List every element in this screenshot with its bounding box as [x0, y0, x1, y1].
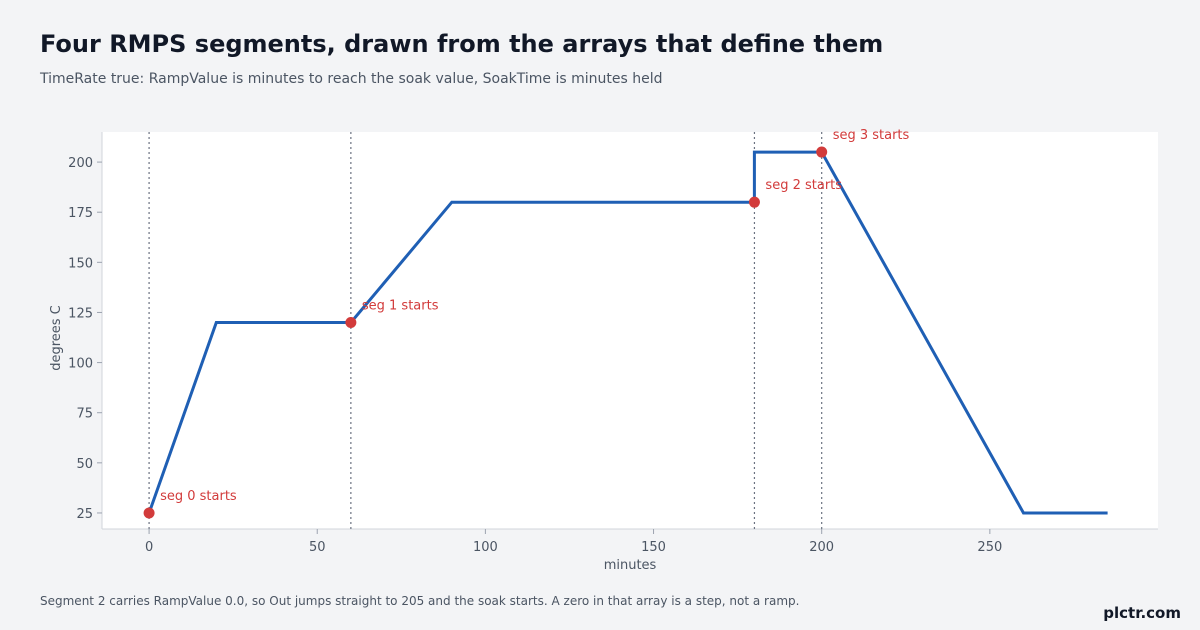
x-tick-label: 50 [309, 540, 326, 555]
x-tick-label: 200 [809, 540, 834, 555]
x-tick-label: 100 [473, 540, 498, 555]
segment-start-marker [345, 316, 357, 328]
segment-start-marker [143, 507, 155, 519]
x-tick-label: 0 [145, 540, 153, 555]
y-tick-label: 50 [76, 457, 93, 472]
y-tick-label: 100 [68, 357, 93, 372]
brand-logo[interactable]: plctr.com [1103, 604, 1181, 622]
y-tick-label: 200 [68, 156, 93, 171]
x-tick-label: 250 [977, 540, 1002, 555]
y-tick-label: 75 [76, 407, 93, 422]
segment-start-label: seg 1 starts [362, 298, 439, 313]
y-tick-label: 125 [68, 306, 93, 321]
x-tick-label: 150 [641, 540, 666, 555]
y-axis-label: degrees C [49, 305, 64, 371]
segment-start-label: seg 0 starts [160, 489, 237, 504]
segment-start-markers: seg 0 starts seg 1 starts seg 2 starts seg … [143, 128, 910, 519]
segment-start-marker [816, 146, 828, 158]
chart-subtitle: TimeRate true: RampValue is minutes to r… [40, 71, 663, 87]
segment-start-label: seg 2 starts [765, 178, 842, 193]
y-tick-label: 175 [68, 206, 93, 221]
y-tick-label: 25 [76, 507, 93, 522]
segment-start-label: seg 3 starts [833, 128, 910, 143]
x-axis-label: minutes [604, 558, 657, 573]
plot-area [102, 132, 1158, 529]
axis-ticks: 0 50 100 150 200 250 25 50 75 100 125 150 175 200 [68, 156, 1002, 555]
footnote: Segment 2 carries RampValue 0.0, so Out … [40, 594, 800, 608]
y-tick-label: 150 [68, 256, 93, 271]
chart-title: Four RMPS segments, drawn from the array… [40, 30, 884, 58]
segment-start-marker [748, 196, 760, 208]
